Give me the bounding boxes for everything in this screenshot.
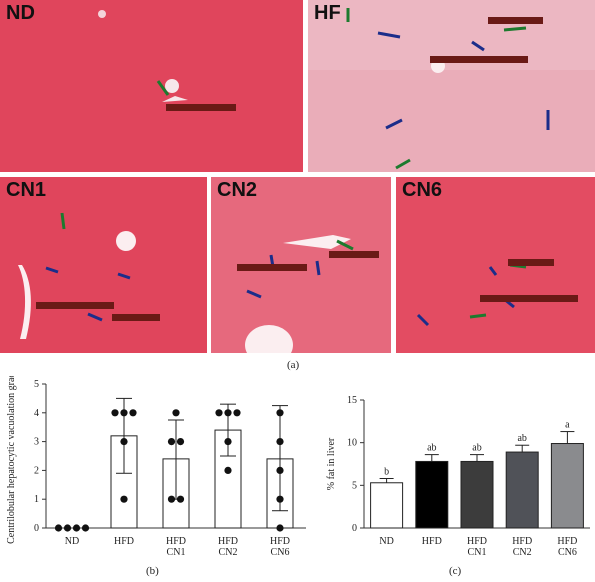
caption-a: (a) bbox=[287, 359, 300, 371]
data-point bbox=[276, 495, 284, 503]
category-label-line1: CN6 bbox=[558, 547, 577, 558]
significance-label: ab bbox=[517, 433, 526, 444]
data-point bbox=[276, 524, 284, 532]
category-label: ND bbox=[379, 536, 393, 547]
micrograph-cn2: CN2 bbox=[211, 177, 391, 353]
y-axis-label: Centrilobular hepatocytic vacuolation gr… bbox=[6, 376, 17, 544]
y-tick-label: 4 bbox=[34, 408, 39, 419]
data-point bbox=[176, 495, 185, 503]
bar bbox=[505, 451, 539, 529]
category-label: HFD bbox=[114, 536, 134, 547]
category-label-line1: CN1 bbox=[468, 547, 487, 558]
data-point bbox=[176, 438, 185, 446]
micrograph-nd-label: ND bbox=[6, 2, 35, 24]
data-point bbox=[172, 409, 180, 417]
data-point bbox=[120, 409, 128, 417]
category-label: ND bbox=[65, 536, 79, 547]
micrograph-cn2-label: CN2 bbox=[217, 179, 258, 201]
data-point bbox=[129, 409, 137, 417]
data-point bbox=[167, 438, 176, 446]
data-point bbox=[63, 524, 72, 532]
micrograph-nd: ND bbox=[0, 0, 303, 172]
y-tick-label: 15 bbox=[347, 395, 357, 406]
chart-b: 0 1 2 3 4 5 Centrilobular hepatocytic vacuolat… bbox=[6, 376, 306, 558]
data-point bbox=[276, 409, 284, 417]
data-point bbox=[233, 409, 241, 417]
data-point bbox=[276, 466, 284, 474]
category-label-line1: CN6 bbox=[271, 547, 290, 558]
category-label-line0: HFD bbox=[270, 536, 290, 547]
category-label-line0: HFD bbox=[512, 536, 532, 547]
micrograph-cn6-image bbox=[396, 177, 595, 353]
bar bbox=[415, 460, 449, 529]
micrograph-hf-label: HF bbox=[314, 2, 341, 24]
y-axis-label: % fat in liver bbox=[326, 437, 337, 490]
y-tick-label: 0 bbox=[34, 523, 39, 534]
data-point bbox=[276, 438, 284, 446]
data-point bbox=[224, 409, 232, 417]
category-label-line0: HFD bbox=[557, 536, 577, 547]
micrograph-cn1-image bbox=[0, 177, 207, 353]
data-point bbox=[224, 438, 232, 446]
y-tick-label: 2 bbox=[34, 465, 39, 476]
y-tick-label: 10 bbox=[347, 438, 357, 449]
micrograph-cn2-image bbox=[211, 177, 391, 353]
micrograph-cn6-label: CN6 bbox=[402, 179, 443, 201]
significance-label: ab bbox=[427, 443, 436, 454]
caption-b: (b) bbox=[146, 565, 159, 577]
data-point bbox=[111, 409, 119, 417]
category-label-line0: HFD bbox=[218, 536, 238, 547]
y-tick-label: 1 bbox=[34, 494, 39, 505]
y-tick-label: 5 bbox=[352, 480, 357, 491]
data-point bbox=[224, 466, 232, 474]
data-point bbox=[120, 438, 128, 446]
micrograph-cn1: CN1 bbox=[0, 177, 207, 353]
category-label-line1: CN2 bbox=[219, 547, 238, 558]
category-label-line0: HFD bbox=[467, 536, 487, 547]
y-tick-label: 5 bbox=[34, 379, 39, 390]
micrograph-hf: HF bbox=[308, 0, 595, 172]
bar bbox=[550, 443, 584, 529]
significance-label: a bbox=[565, 420, 570, 431]
data-point bbox=[72, 524, 81, 532]
category-label: HFD bbox=[422, 536, 442, 547]
caption-c: (c) bbox=[449, 565, 462, 577]
bar bbox=[370, 482, 404, 529]
data-point bbox=[54, 524, 63, 532]
y-tick-label: 0 bbox=[352, 523, 357, 534]
data-point bbox=[167, 495, 176, 503]
category-label-line0: HFD bbox=[166, 536, 186, 547]
y-tick-label: 3 bbox=[34, 437, 39, 448]
bar bbox=[460, 460, 494, 529]
micrograph-cn6: CN6 bbox=[396, 177, 595, 353]
data-point bbox=[215, 409, 223, 417]
category-label-line1: CN2 bbox=[513, 547, 532, 558]
data-point bbox=[120, 495, 128, 503]
category-label-line1: CN1 bbox=[167, 547, 186, 558]
micrograph-cn1-label: CN1 bbox=[6, 179, 47, 201]
micrograph-hf-image bbox=[308, 0, 595, 172]
significance-label: ab bbox=[472, 443, 481, 454]
data-point bbox=[81, 524, 90, 532]
micrograph-nd-image bbox=[0, 0, 303, 172]
significance-label: b bbox=[384, 467, 389, 478]
